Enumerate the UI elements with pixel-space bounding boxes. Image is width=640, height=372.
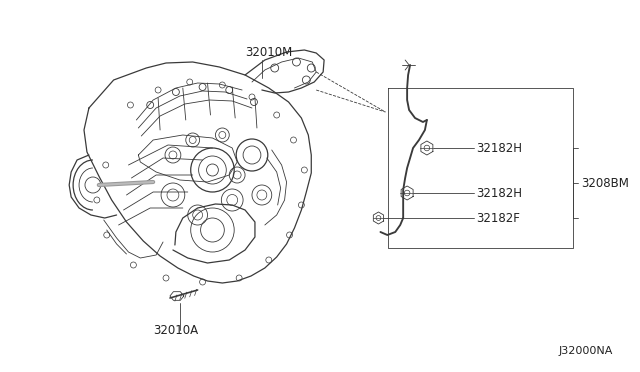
- Text: 32182H: 32182H: [476, 186, 522, 199]
- Text: J32000NA: J32000NA: [558, 346, 612, 356]
- Text: 32010A: 32010A: [153, 324, 198, 337]
- Text: 32182F: 32182F: [476, 212, 520, 224]
- Text: 3208BM: 3208BM: [581, 176, 629, 189]
- Text: 32182H: 32182H: [476, 141, 522, 154]
- Text: 32010M: 32010M: [245, 45, 292, 58]
